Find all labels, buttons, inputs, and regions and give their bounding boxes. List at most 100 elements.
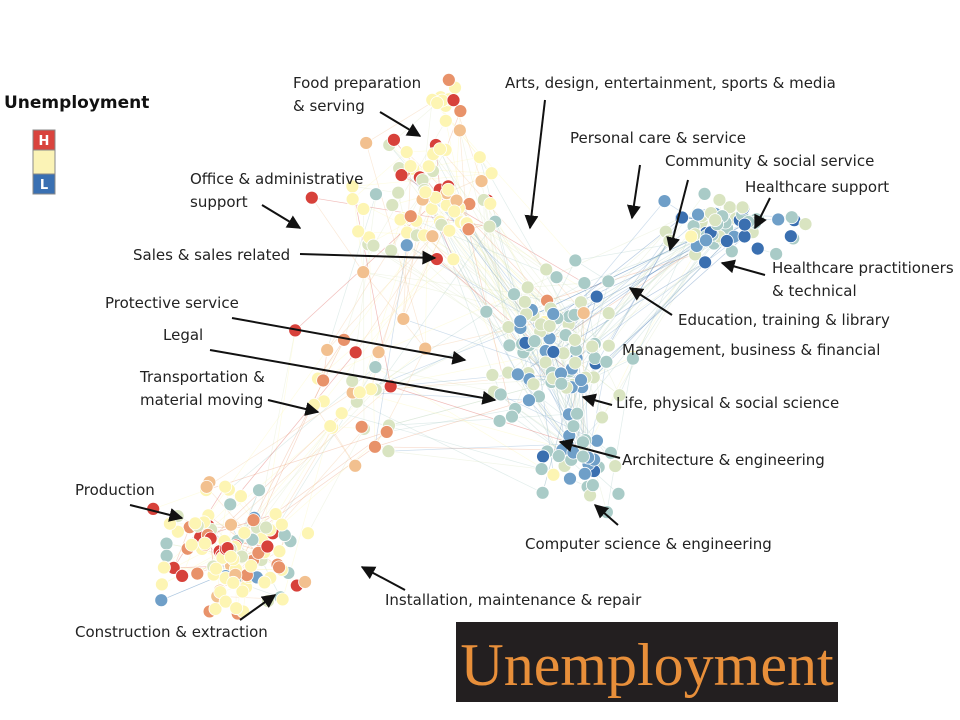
edge	[341, 412, 542, 470]
node	[712, 193, 727, 207]
node	[218, 594, 233, 609]
edge	[388, 443, 568, 452]
node	[570, 406, 584, 421]
node	[769, 247, 784, 261]
node	[209, 561, 223, 576]
edge	[493, 391, 598, 442]
edge	[608, 231, 667, 282]
cluster-label: Installation, maintenance & repair	[385, 591, 642, 609]
node	[323, 419, 338, 433]
arrows	[129, 99, 771, 621]
arrow	[360, 566, 406, 591]
edge	[368, 244, 523, 345]
node	[698, 255, 713, 270]
cluster-label: Production	[75, 481, 155, 499]
node	[352, 385, 367, 400]
node	[188, 516, 203, 531]
node	[585, 478, 600, 493]
node	[223, 549, 238, 564]
edge	[449, 230, 554, 379]
edge	[317, 259, 454, 379]
node	[735, 200, 750, 215]
edge	[431, 208, 502, 395]
edge	[585, 236, 745, 378]
node	[563, 471, 577, 486]
node	[356, 265, 371, 280]
edge	[326, 215, 412, 351]
node	[719, 234, 734, 248]
node	[484, 166, 499, 181]
edge	[374, 446, 570, 451]
node	[691, 207, 705, 222]
banner-title: Unemployment	[460, 632, 834, 698]
node	[155, 577, 169, 592]
node	[425, 229, 440, 244]
node	[304, 190, 319, 205]
node	[737, 217, 752, 232]
node	[430, 96, 445, 110]
edge	[378, 197, 436, 353]
arrow	[558, 438, 621, 459]
edge	[375, 221, 496, 390]
arrow	[239, 594, 277, 621]
cluster-label: Healthcare support	[745, 178, 889, 196]
node	[298, 575, 312, 589]
node	[320, 343, 335, 357]
arrow	[754, 197, 771, 230]
edge	[479, 157, 570, 317]
node	[517, 294, 532, 309]
node	[396, 312, 411, 326]
edge	[439, 149, 523, 344]
node	[399, 145, 414, 159]
node	[483, 196, 498, 211]
node	[235, 584, 250, 599]
edge	[386, 408, 516, 433]
arrow	[524, 99, 546, 230]
node	[595, 410, 609, 425]
edge	[317, 339, 345, 379]
edge	[568, 232, 707, 325]
node	[348, 345, 363, 360]
node	[608, 459, 623, 473]
edge	[388, 450, 542, 470]
node	[539, 262, 554, 277]
node	[568, 253, 583, 268]
node	[384, 243, 399, 258]
edge	[594, 245, 697, 345]
arrow	[628, 287, 673, 316]
node	[599, 354, 614, 369]
node	[501, 320, 516, 334]
node	[379, 425, 394, 439]
node	[175, 568, 190, 583]
edge	[576, 243, 715, 414]
node	[554, 376, 569, 391]
node	[403, 209, 418, 224]
node	[159, 536, 174, 551]
edge	[608, 236, 692, 346]
edge	[465, 222, 521, 322]
edge	[527, 282, 585, 288]
arrow	[720, 259, 766, 276]
node	[485, 368, 500, 382]
node	[259, 520, 273, 535]
cluster-label: & serving	[293, 97, 365, 115]
edge	[323, 258, 438, 402]
node	[472, 150, 487, 165]
edge	[466, 222, 554, 315]
cluster-label: & technical	[772, 282, 857, 300]
node	[568, 355, 583, 370]
node	[354, 419, 369, 434]
node	[585, 339, 600, 354]
edge	[593, 358, 634, 378]
node	[507, 287, 521, 302]
edge	[533, 231, 667, 385]
node	[184, 537, 199, 552]
banner-box	[456, 622, 838, 702]
cluster-label: Office & administrative	[190, 170, 363, 188]
cluster-label: Life, physical & social science	[616, 394, 839, 412]
edge	[388, 381, 552, 426]
node	[257, 575, 272, 590]
arrow	[299, 250, 437, 265]
edge	[619, 226, 694, 396]
edge	[363, 271, 534, 316]
